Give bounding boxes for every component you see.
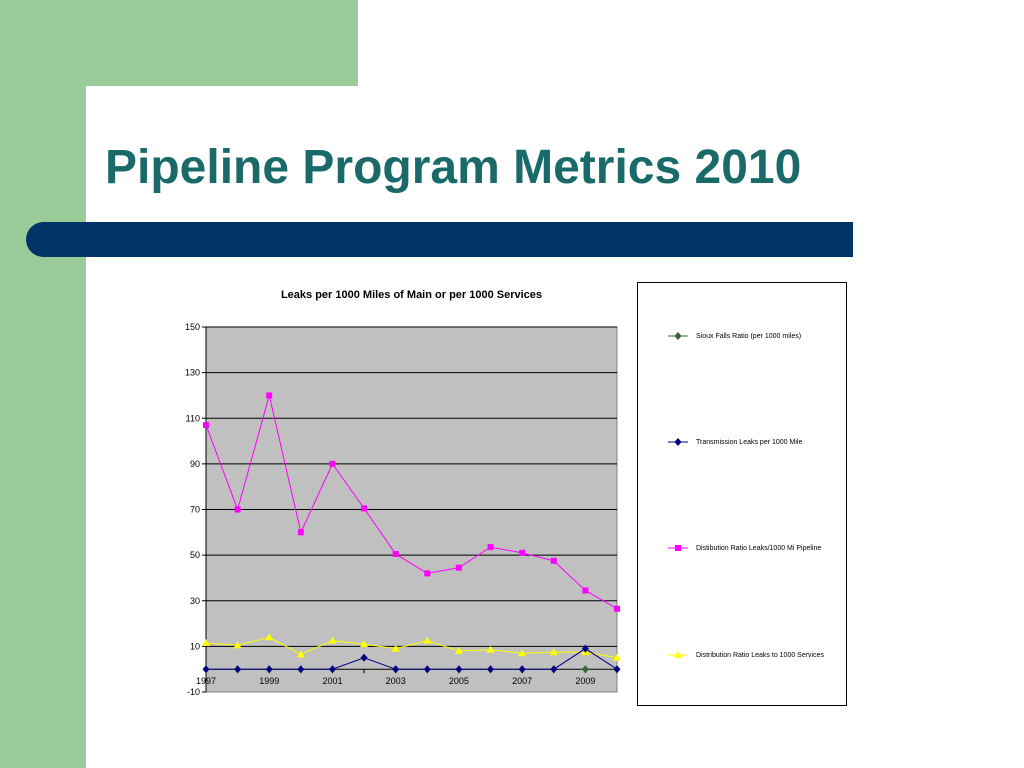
y-tick-label: 150: [185, 322, 200, 332]
legend-label: Distribution Ratio Leaks to 1000 Service…: [696, 651, 825, 659]
data-point: [582, 587, 589, 594]
y-tick-label: 70: [190, 505, 200, 515]
data-point: [581, 644, 589, 653]
y-tick-label: 130: [185, 368, 200, 378]
series-line: [205, 636, 618, 659]
data-point: [297, 529, 304, 536]
decor-title-bar: [26, 222, 853, 257]
y-tick-label: 110: [186, 413, 200, 423]
series-line: [206, 648, 618, 670]
data-point: [360, 653, 368, 662]
y-tick-label: 90: [190, 459, 200, 469]
data-point: [486, 645, 495, 653]
data-point: [234, 506, 241, 513]
data-point: [550, 557, 557, 564]
series-line: [205, 395, 618, 610]
data-point: [391, 644, 400, 652]
x-tick-label: 2005: [449, 676, 469, 686]
data-point: [487, 665, 495, 674]
data-point: [392, 665, 400, 674]
data-point: [518, 665, 526, 674]
y-tick-label: 50: [190, 550, 200, 560]
data-point: [266, 392, 273, 399]
data-point: [234, 665, 242, 674]
decor-green-left: [0, 0, 86, 768]
x-tick-label: 2007: [512, 676, 532, 686]
data-point: [328, 636, 337, 644]
data-point: [361, 505, 368, 512]
data-point: [233, 641, 242, 649]
data-point: [454, 646, 463, 654]
data-point: [550, 665, 558, 674]
legend-swatch: [668, 438, 688, 446]
x-tick-label: 2009: [575, 676, 595, 686]
data-point: [265, 633, 274, 641]
legend-item: Distribution Ratio Leaks to 1000 Service…: [668, 648, 824, 662]
data-point: [328, 665, 336, 674]
data-point: [455, 665, 463, 674]
legend-item: Transmission Leaks per 1000 Mile: [668, 435, 802, 449]
data-point: [613, 653, 621, 661]
y-tick-label: 10: [190, 641, 200, 651]
data-point: [581, 665, 589, 674]
y-tick-label: -10: [187, 687, 200, 697]
y-tick-label: 30: [190, 596, 200, 606]
chart-legend: Sioux Falls Ratio (per 1000 miles) Transm…: [637, 282, 847, 706]
data-point: [265, 665, 273, 674]
data-point: [614, 605, 620, 612]
data-point: [549, 648, 558, 656]
data-point: [613, 665, 621, 674]
x-tick-label: 2001: [322, 676, 342, 686]
legend-item: Sioux Falls Ratio (per 1000 miles): [668, 329, 801, 343]
legend-swatch: [668, 651, 688, 658]
data-point: [455, 564, 462, 571]
data-point: [392, 550, 399, 557]
data-point: [424, 570, 431, 577]
slide-title: Pipeline Program Metrics 2010: [105, 141, 802, 194]
data-point: [203, 422, 209, 429]
legend-item: Distibution Ratio Leaks/1000 Mi Pipeline: [668, 541, 821, 555]
data-point: [296, 650, 305, 658]
data-point: [423, 636, 432, 644]
data-point: [329, 460, 336, 467]
chart-title: Leaks per 1000 Miles of Main or per 1000…: [281, 289, 542, 301]
legend-label: Transmission Leaks per 1000 Mile: [696, 438, 803, 446]
x-tick-label: 1997: [196, 676, 216, 686]
data-point: [297, 665, 305, 674]
legend-label: Distibution Ratio Leaks/1000 Mi Pipeline: [696, 544, 822, 552]
data-point: [487, 544, 494, 551]
data-point: [202, 665, 210, 674]
data-point: [360, 640, 369, 648]
data-point: [519, 549, 526, 556]
legend-label: Sioux Falls Ratio (per 1000 miles): [696, 332, 802, 340]
x-tick-label: 2003: [386, 676, 406, 686]
legend-swatch: [668, 332, 688, 340]
data-point: [518, 649, 527, 657]
data-point: [202, 638, 210, 646]
x-tick-label: 1999: [259, 676, 279, 686]
data-point: [423, 665, 431, 674]
legend-swatch: [668, 545, 688, 551]
